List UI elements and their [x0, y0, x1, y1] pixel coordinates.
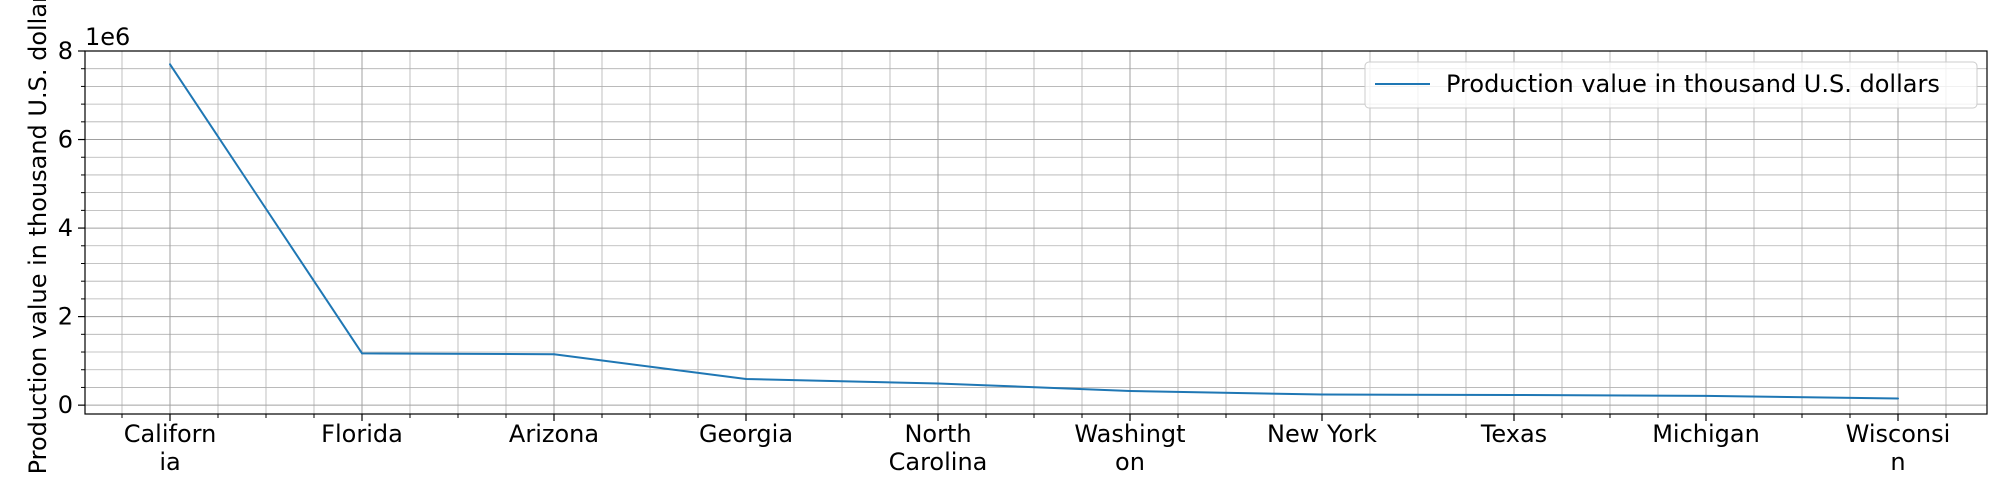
series-line — [169, 63, 1899, 400]
x-tick-label-line: Washingt — [1074, 420, 1185, 448]
y-tick-label: 2 — [58, 303, 73, 331]
x-tick-label: Californ ia — [124, 420, 217, 476]
x-tick-label-line: Michigan — [1652, 420, 1760, 448]
x-tick-label-line: Californ — [124, 420, 217, 448]
x-tick-label-line: ia — [159, 448, 180, 476]
x-tick-label-line: New York — [1267, 420, 1377, 448]
x-tick-label: Arizona — [509, 420, 599, 448]
x-tick-label: Washingt on — [1074, 420, 1185, 476]
data-point — [1897, 397, 1899, 400]
x-tick-label-line: n — [1890, 448, 1905, 476]
data-point — [1705, 394, 1707, 397]
data-point — [937, 382, 939, 385]
y-tick-label: 8 — [58, 37, 73, 65]
series-group — [169, 63, 1899, 400]
legend-label: Production value in thousand U.S. dollar… — [1446, 70, 1940, 98]
x-tick-label-line: Arizona — [509, 420, 599, 448]
x-tick-label: Georgia — [699, 420, 793, 448]
x-tick-labels: Californ ia Florida Arizona Georgia North Caro… — [124, 420, 1951, 476]
legend: Production value in thousand U.S. dollar… — [1364, 61, 1978, 109]
x-tick-label-line: Florida — [321, 420, 403, 448]
y-tick-label: 0 — [58, 391, 73, 419]
x-tick-label: Florida — [321, 420, 403, 448]
x-tick-label-line: Carolina — [889, 448, 988, 476]
x-tick-label: New York — [1267, 420, 1377, 448]
x-tick-label-line: North — [904, 420, 971, 448]
plot-frame — [84, 50, 1988, 415]
data-point — [361, 352, 363, 355]
y-tick-label: 6 — [58, 126, 73, 154]
y-tick-label: 4 — [58, 214, 73, 242]
y-offset-label: 1e6 — [85, 23, 130, 51]
data-point — [1513, 393, 1515, 396]
x-tick-label-line: Georgia — [699, 420, 793, 448]
data-point — [1129, 389, 1131, 392]
x-tick-label: North Carolina — [889, 420, 988, 476]
x-tick-label-line: Texas — [1480, 420, 1547, 448]
x-tick-label: Michigan — [1652, 420, 1760, 448]
axis-ticks — [78, 50, 1947, 421]
data-point — [553, 353, 555, 356]
data-point — [1321, 393, 1323, 396]
x-tick-label: Wisconsi n — [1846, 420, 1951, 476]
x-tick-label-line: on — [1115, 448, 1145, 476]
y-axis-label: Production value in thousand U.S. dollar… — [24, 0, 52, 474]
legend-box — [1364, 61, 1978, 109]
data-point — [745, 378, 747, 381]
x-tick-label: Texas — [1480, 420, 1547, 448]
data-point — [169, 63, 171, 66]
x-tick-label-line: Wisconsi — [1846, 420, 1951, 448]
y-tick-labels: 0 2 4 6 8 — [58, 37, 73, 419]
